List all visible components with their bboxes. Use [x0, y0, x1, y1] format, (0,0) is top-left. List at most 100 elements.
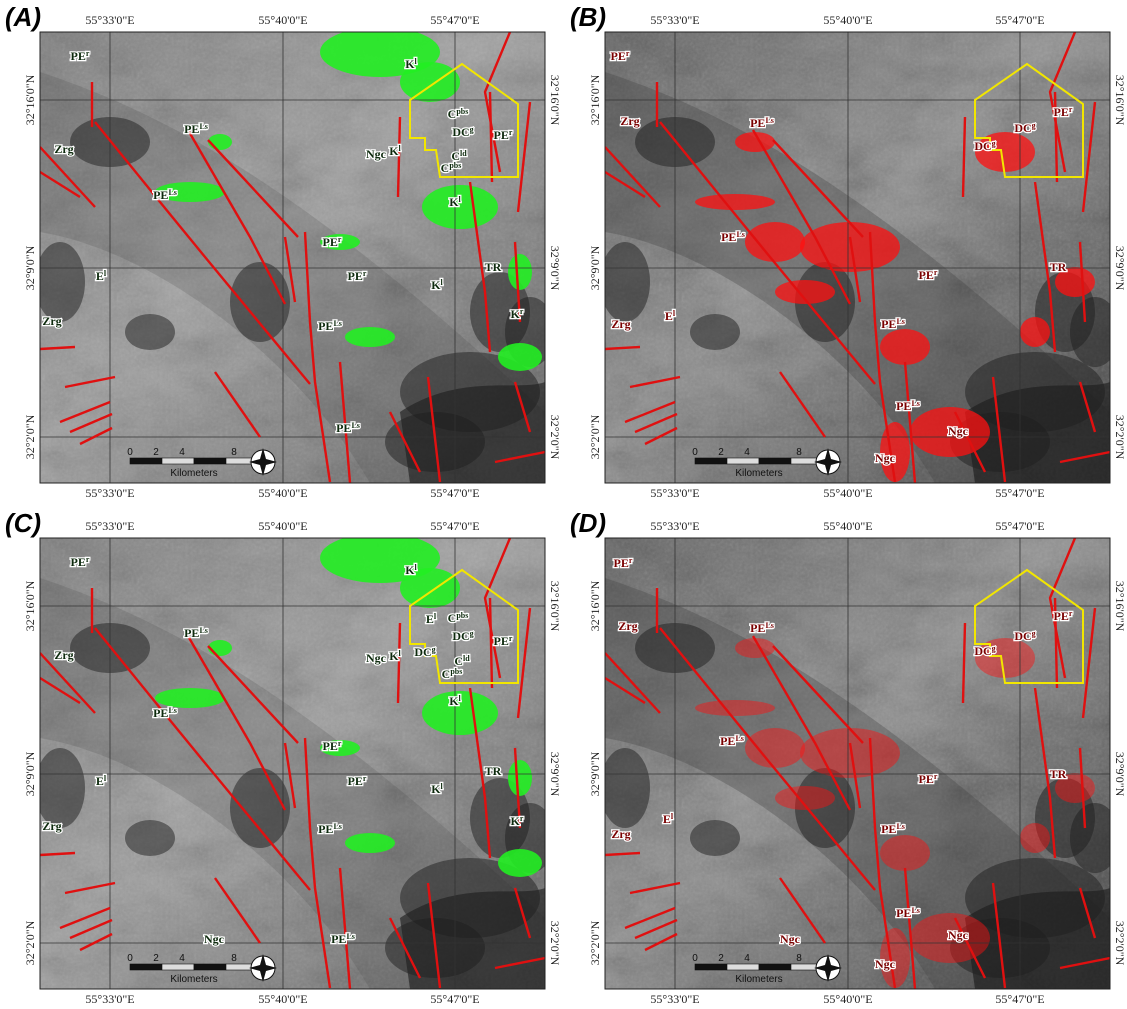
dark-outcrop: [230, 768, 290, 848]
scale-tick: 4: [179, 953, 185, 964]
fault: [94, 627, 311, 891]
longitude-label: 55°40'0"E: [823, 486, 872, 500]
fault: [59, 400, 111, 424]
unit-base: K: [449, 195, 459, 209]
latitude-label: 32°16'0"N: [588, 74, 602, 125]
unit-label: PELs: [896, 399, 920, 414]
unit-base: E: [426, 612, 434, 626]
unit-label: PELs: [184, 122, 208, 137]
fault: [624, 400, 676, 424]
green-anomaly: [400, 62, 460, 102]
fault: [868, 737, 897, 989]
unit-base: K: [389, 649, 399, 663]
fault: [1078, 887, 1097, 939]
unit-base: PE: [71, 49, 86, 63]
unit-label: Cld: [451, 149, 467, 164]
latitude-label: 32°9'0"N: [588, 245, 602, 290]
fault: [644, 932, 678, 952]
unit-base: Ngc: [366, 651, 387, 665]
longitude-label: 55°40'0"E: [258, 992, 307, 1006]
unit-sup: r: [520, 307, 524, 316]
fault: [283, 236, 297, 303]
unit-label: Kl: [431, 278, 443, 293]
unit-label: PEr: [323, 235, 342, 250]
unit-base: PE: [153, 706, 168, 720]
fault: [40, 170, 81, 199]
unit-label: PEr: [1054, 105, 1073, 120]
unit-label: Kl: [449, 694, 461, 709]
fault: [1059, 450, 1110, 464]
scale-tick: 2: [153, 953, 159, 964]
unit-label: Kr: [511, 814, 524, 829]
unit-base: DC: [452, 629, 469, 643]
fault: [494, 956, 545, 970]
fault: [513, 381, 532, 433]
red-anomaly: [695, 194, 775, 210]
unit-base: PE: [323, 235, 338, 249]
unit-sup: l: [441, 278, 444, 287]
scale-tick: 8: [796, 953, 802, 964]
unit-label: DCg: [414, 645, 435, 660]
unit-sup: l: [415, 563, 418, 572]
unit-label: Cpbs: [442, 667, 463, 682]
unit-base: K: [431, 278, 441, 292]
unit-base: Zrg: [618, 619, 637, 633]
unit-sup: r: [86, 555, 90, 564]
red-anomaly: [745, 222, 805, 262]
longitude-label: 55°47'0"E: [995, 992, 1044, 1006]
unit-label: PELs: [750, 116, 774, 131]
latitude-label: 32°2'0"N: [23, 920, 37, 965]
unit-label: PEr: [348, 774, 367, 789]
scale-tick: 0: [692, 953, 698, 964]
fault: [426, 376, 442, 483]
fault: [69, 918, 113, 940]
study-area: [974, 568, 1084, 684]
latitude-label: 32°16'0"N: [548, 581, 562, 632]
green-anomaly: [320, 234, 360, 250]
unit-sup: Ls: [735, 734, 743, 743]
map-panel: 0 2 4 8 Kilometers 55°33'0"E 55°33'0"E 55°40'0"…: [23, 13, 562, 500]
fault: [1048, 32, 1077, 173]
unit-label: PEr: [71, 49, 90, 64]
unit-base: PE: [720, 734, 735, 748]
unit-base: DC: [452, 125, 469, 139]
scale-segment: [193, 457, 227, 465]
unit-base: DC: [414, 645, 431, 659]
unit-label: Ngc: [366, 147, 387, 161]
fault: [1078, 241, 1087, 323]
longitude-label: 55°33'0"E: [85, 519, 134, 533]
map-panel: 0 2 4 8 Kilometers 55°33'0"E 55°33'0"E 55°40'0"…: [588, 13, 1127, 500]
fault: [1048, 538, 1077, 679]
unit-label: Ngc: [780, 932, 801, 946]
unit-label: Zrg: [42, 819, 61, 833]
scale-segment: [161, 963, 195, 971]
fault: [494, 450, 545, 464]
longitude-label: 55°40'0"E: [258, 486, 307, 500]
study-area: [974, 62, 1084, 178]
latitude-label: 32°2'0"N: [548, 921, 562, 966]
fault: [338, 361, 352, 483]
fault: [953, 917, 987, 979]
scale-tick: 4: [744, 953, 750, 964]
panel-frame: [604, 537, 1111, 990]
fault: [186, 129, 287, 305]
unit-label: Ngc: [204, 932, 225, 946]
fault: [513, 747, 522, 829]
unit-sup: l: [434, 612, 437, 621]
fault: [79, 426, 113, 446]
scale-unit: Kilometers: [170, 974, 217, 985]
fault: [605, 851, 641, 857]
fault: [488, 91, 494, 183]
unit-base: TR: [1050, 767, 1067, 781]
unit-sup: Ls: [333, 822, 341, 831]
unit-sup: l: [104, 774, 107, 783]
unit-sup: g: [470, 125, 474, 134]
unit-label: PELs: [750, 621, 774, 636]
unit-base: Ngc: [780, 932, 801, 946]
unit-base: Ngc: [875, 451, 896, 465]
unit-sup: r: [363, 269, 367, 278]
unit-sup: l: [399, 144, 402, 153]
unit-sup: l: [415, 57, 418, 66]
scale-segment: [758, 963, 792, 971]
red-anomaly: [800, 728, 900, 778]
